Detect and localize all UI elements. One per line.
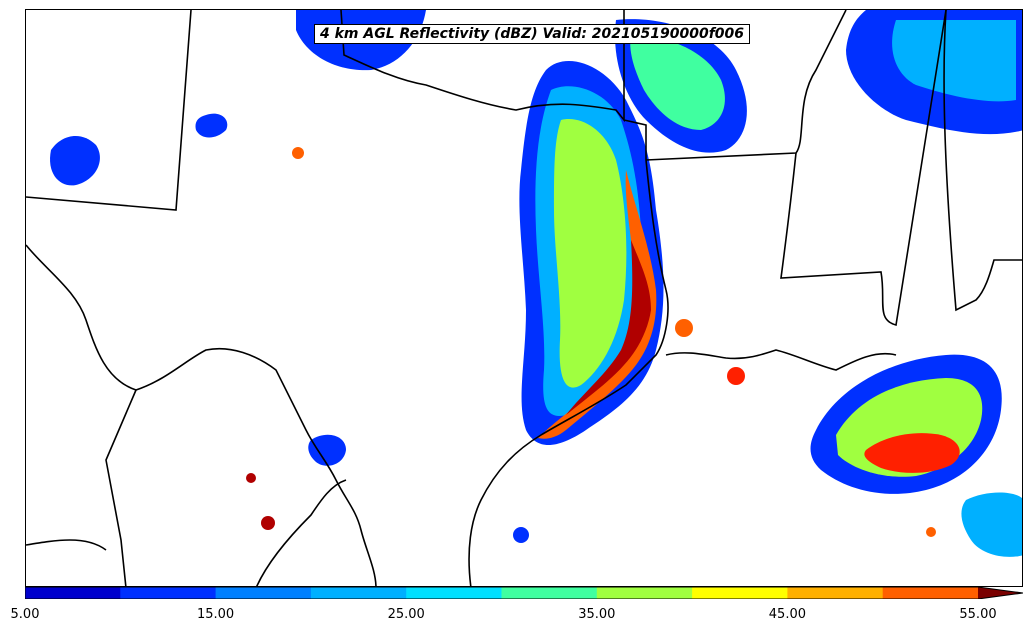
colorbar-segment	[215, 587, 312, 599]
border-ms	[780, 10, 947, 326]
coastline-la	[665, 349, 897, 371]
colorbar-tick-label: 55.00	[959, 607, 997, 622]
echo-squall-core	[538, 170, 657, 439]
echo-west	[50, 135, 100, 186]
echo-west-2	[195, 113, 228, 138]
echo-squall-max	[566, 240, 651, 415]
colorbar-segment	[882, 587, 979, 599]
colorbar-segment	[120, 587, 217, 599]
border-tx-panhandle	[340, 10, 625, 123]
border-al	[943, 10, 1022, 312]
colorbar-tick-label: 15.00	[196, 607, 235, 622]
colorbar-segment	[310, 587, 407, 599]
colorbar-tick-label: 5.00	[10, 607, 40, 622]
echo-cell-small-3	[675, 319, 693, 337]
colorbar-segment	[596, 587, 693, 599]
echo-cell-small-1	[246, 473, 256, 483]
colorbar-extend-arrow	[978, 587, 1023, 599]
echo-se-corner	[961, 492, 1022, 557]
border-mexico-states	[26, 389, 347, 586]
echo-cell-rio	[308, 434, 346, 466]
colorbar-tick-label: 45.00	[768, 607, 806, 622]
colorbar-tick-label: 35.00	[578, 607, 616, 622]
border-ar-la	[645, 10, 847, 161]
colorbar-segment	[787, 587, 884, 599]
colorbar-outline	[25, 587, 1023, 599]
coastline-gulf	[468, 289, 669, 586]
colorbar-segment	[501, 587, 598, 599]
echo-cell-small-6	[513, 527, 529, 543]
map-title: 4 km AGL Reflectivity (dBZ) Valid: 20210…	[314, 24, 751, 44]
colorbar-segment	[406, 587, 502, 599]
reflectivity-map	[26, 10, 1022, 586]
echo-cell-small-7	[926, 527, 936, 537]
colorbar-segment	[692, 587, 788, 599]
echo-gulf-core	[864, 433, 960, 473]
map-panel: 4 km AGL Reflectivity (dBZ) Valid: 20210…	[25, 9, 1023, 587]
border-mexico	[26, 244, 377, 586]
colorbar-segment	[25, 587, 121, 599]
echo-cell-small-4	[727, 367, 745, 385]
state-borders	[26, 10, 1022, 586]
colorbar	[25, 587, 1023, 599]
colorbar-tick-label: 25.00	[387, 607, 425, 622]
echo-cell-small-5	[292, 147, 304, 159]
border-nm-north	[26, 10, 192, 211]
radar-echo-layer	[50, 10, 1022, 557]
echo-northeast-inner	[892, 20, 1016, 102]
echo-squall-inner	[554, 119, 627, 388]
echo-north-blob-inner	[630, 35, 725, 130]
echo-cell-small-2	[261, 516, 275, 530]
